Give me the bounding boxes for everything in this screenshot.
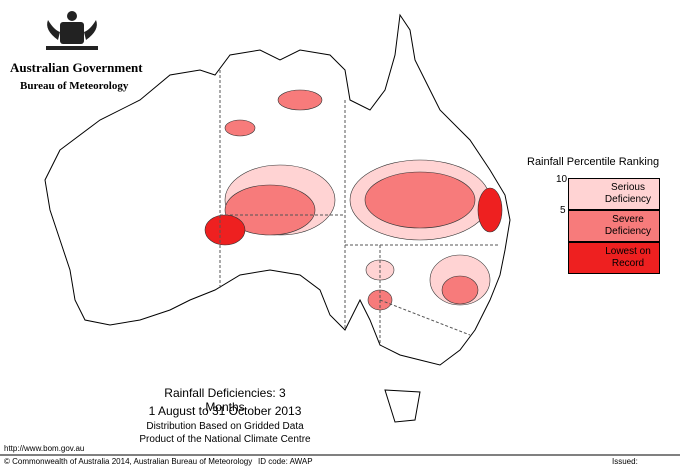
legend-label: Serious Deficiency: [604, 182, 652, 205]
caption-line: Product of the National Climate Centre: [139, 434, 311, 445]
state-borders: [219, 70, 500, 345]
caption-period: 1 August to 31 October 2013: [148, 404, 302, 418]
legend-tick: 10: [556, 174, 568, 185]
url: http://www.bom.gov.au: [4, 444, 85, 453]
government: Australian Government: [10, 60, 143, 75]
id-code: ID code: AWAP: [258, 457, 313, 466]
legend-label: Lowest on Record: [605, 246, 651, 269]
legend-title: Rainfall Percentile Ranking: [527, 156, 660, 168]
deficiency-areas: [204, 89, 503, 311]
legend-swatch: Lowest on Record: [568, 242, 660, 274]
issued: Issued: 24/04/2014: [612, 457, 652, 467]
tasmania: [384, 389, 421, 423]
caption-line: Distribution Based on Gridded Data: [146, 421, 304, 432]
legend-swatch: Serious Deficiency: [568, 178, 660, 210]
agency: Bureau of Meteorology: [20, 80, 129, 92]
copyright: © Commonwealth of Australia 2014, Austra…: [4, 457, 253, 466]
caption-title: Rainfall Deficiencies: 3 Months: [164, 386, 286, 414]
legend-label: Severe Deficiency: [604, 214, 652, 237]
coat-of-arms: [46, 11, 98, 50]
legend-tick: 5: [560, 205, 566, 216]
legend-swatch: Severe Deficiency: [568, 210, 660, 242]
